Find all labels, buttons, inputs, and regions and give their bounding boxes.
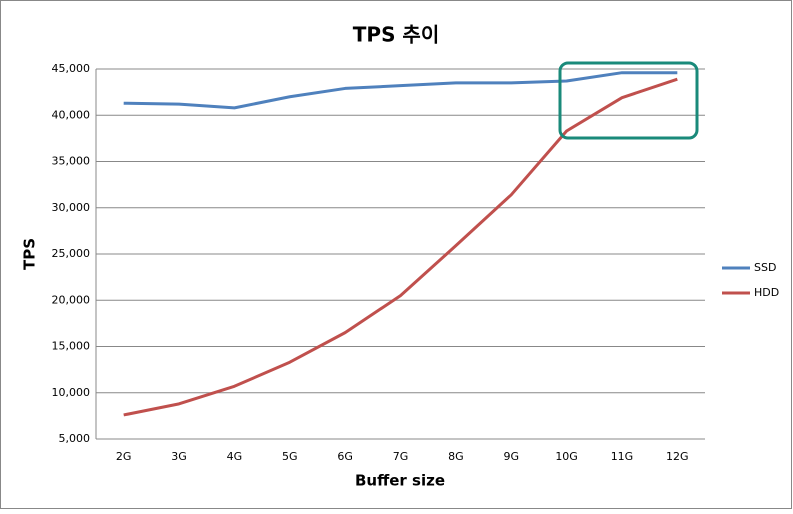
x-tick-label: 11G [611, 450, 634, 463]
x-tick-label: 12G [666, 450, 689, 463]
y-tick-label: 35,000 [52, 155, 91, 168]
line-series [123, 71, 678, 110]
x-tick-label: 2G [116, 450, 132, 463]
x-tick-label: 10G [555, 450, 578, 463]
x-tick-label: 5G [282, 450, 298, 463]
x-axis-title: Buffer size [355, 472, 445, 490]
y-tick-label: 45,000 [52, 62, 91, 75]
chart-title: TPS 추이 [353, 23, 439, 47]
x-tick-label: 9G [503, 450, 519, 463]
x-tick-label: 8G [448, 450, 464, 463]
x-tick-label: 3G [171, 450, 187, 463]
highlight-box [558, 61, 699, 140]
y-tick-label: 40,000 [52, 108, 91, 121]
y-tick-label: 15,000 [52, 340, 91, 353]
y-tick-label: 10,000 [52, 386, 91, 399]
line-series [123, 77, 678, 417]
y-axis-title: TPS [21, 238, 39, 270]
y-tick-label: 25,000 [52, 247, 91, 260]
x-tick-label: 4G [227, 450, 243, 463]
y-tick-label: 30,000 [52, 201, 91, 214]
y-tick-label: 5,000 [59, 432, 91, 445]
legend-label: SSD [754, 261, 776, 274]
x-tick-label: 7G [393, 450, 409, 463]
legend-label: HDD [754, 286, 779, 299]
x-tick-label: 6G [337, 450, 353, 463]
y-tick-label: 20,000 [52, 293, 91, 306]
